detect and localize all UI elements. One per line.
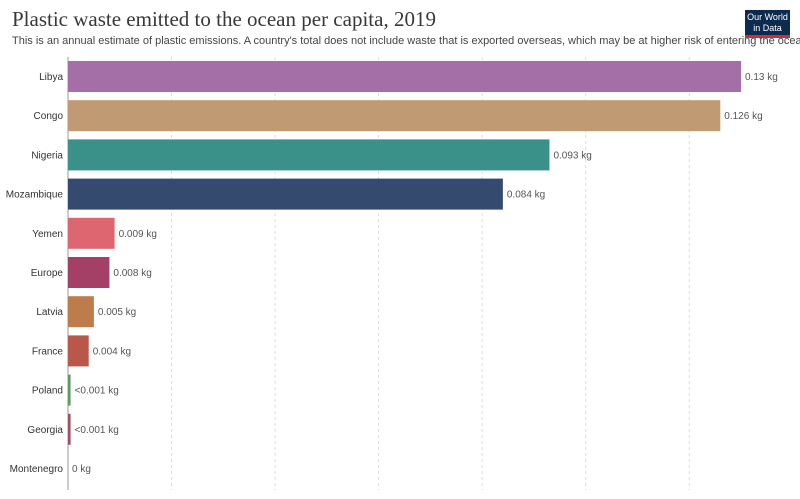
bar-france[interactable] — [68, 335, 89, 367]
bar-yemen[interactable] — [68, 217, 115, 249]
bars — [68, 61, 741, 445]
value-label: <0.001 kg — [75, 425, 119, 436]
value-label: 0.004 kg — [93, 346, 131, 357]
category-label: Yemen — [32, 229, 63, 240]
bar-mozambique[interactable] — [68, 178, 503, 210]
owid-logo[interactable]: Our World in Data — [745, 10, 790, 38]
category-label: Europe — [31, 268, 64, 279]
chart-subtitle: This is an annual estimate of plastic em… — [12, 35, 800, 47]
value-label: 0.008 kg — [113, 268, 151, 279]
category-label: Nigeria — [31, 150, 63, 161]
value-label: 0 kg — [72, 464, 91, 475]
value-label: 0.005 kg — [98, 307, 136, 318]
category-label: Montenegro — [10, 464, 64, 475]
category-label: France — [32, 346, 64, 357]
value-label: 0.009 kg — [119, 229, 157, 240]
category-label: Congo — [34, 111, 64, 122]
value-label: 0.093 kg — [553, 150, 591, 161]
category-label: Latvia — [36, 307, 63, 318]
category-label: Libya — [39, 72, 63, 83]
value-label: 0.13 kg — [745, 72, 778, 83]
chart-title: Plastic waste emitted to the ocean per c… — [12, 7, 436, 31]
category-label: Poland — [32, 386, 63, 397]
logo-line-1: Our World — [747, 11, 788, 22]
bar-latvia[interactable] — [68, 296, 94, 328]
labels: Libya 0.13 kg Congo 0.126 kg Nigeria 0.093 kg… — [6, 72, 778, 475]
category-label: Georgia — [27, 425, 63, 436]
bar-congo[interactable] — [68, 100, 721, 132]
value-label: <0.001 kg — [75, 386, 119, 397]
bar-libya[interactable] — [68, 61, 741, 92]
bar-georgia[interactable] — [68, 413, 71, 445]
bar-poland[interactable] — [68, 374, 71, 406]
category-label: Mozambique — [6, 190, 64, 201]
logo-line-2: in Data — [753, 22, 782, 33]
value-label: 0.126 kg — [724, 111, 762, 122]
bar-europe[interactable] — [68, 257, 110, 288]
value-label: 0.084 kg — [507, 190, 545, 201]
bar-nigeria[interactable] — [68, 139, 550, 171]
